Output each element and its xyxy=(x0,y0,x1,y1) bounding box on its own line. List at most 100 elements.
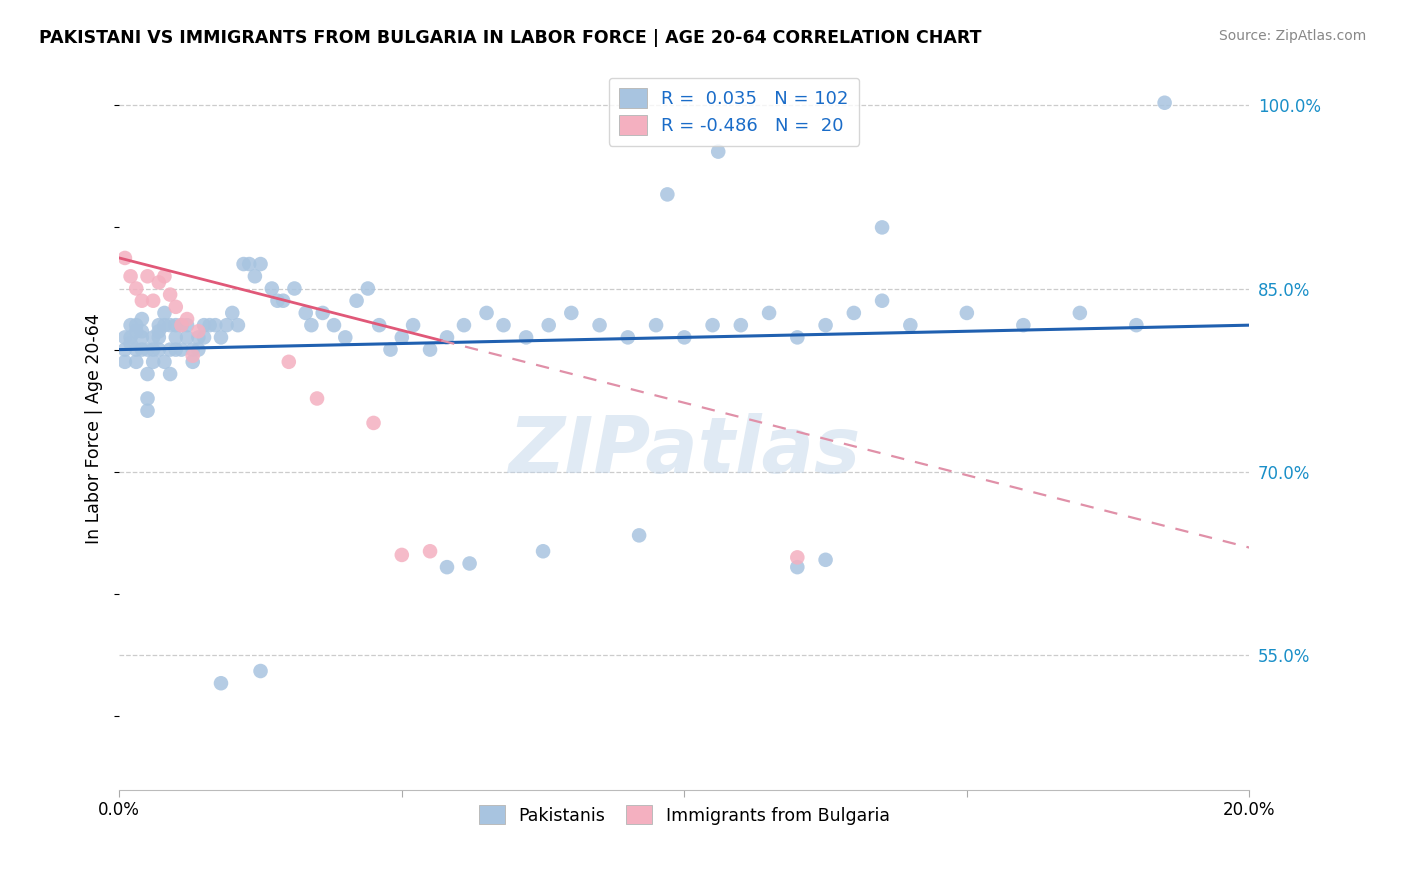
Point xyxy=(209,676,232,690)
Point xyxy=(531,544,554,558)
Point xyxy=(159,367,181,381)
Point xyxy=(125,318,148,333)
Point xyxy=(148,330,170,344)
Point xyxy=(277,355,299,369)
Point xyxy=(870,293,893,308)
Point xyxy=(1125,318,1147,333)
Text: PAKISTANI VS IMMIGRANTS FROM BULGARIA IN LABOR FORCE | AGE 20-64 CORRELATION CHA: PAKISTANI VS IMMIGRANTS FROM BULGARIA IN… xyxy=(39,29,981,46)
Legend: Pakistanis, Immigrants from Bulgaria: Pakistanis, Immigrants from Bulgaria xyxy=(468,795,900,835)
Point xyxy=(453,318,475,333)
Point xyxy=(786,560,808,574)
Text: Source: ZipAtlas.com: Source: ZipAtlas.com xyxy=(1219,29,1367,43)
Point xyxy=(136,392,159,406)
Point xyxy=(136,343,159,357)
Point xyxy=(260,281,283,295)
Point xyxy=(120,269,142,284)
Point xyxy=(560,306,582,320)
Point xyxy=(391,548,413,562)
Point xyxy=(814,553,837,567)
Point xyxy=(249,664,271,678)
Point xyxy=(283,281,305,295)
Point xyxy=(1069,306,1091,320)
Point xyxy=(187,324,209,338)
Point xyxy=(294,306,316,320)
Point xyxy=(617,330,640,344)
Point xyxy=(870,220,893,235)
Point xyxy=(702,318,724,333)
Point xyxy=(786,550,808,565)
Point xyxy=(243,269,266,284)
Point xyxy=(136,367,159,381)
Point xyxy=(402,318,425,333)
Point xyxy=(181,349,204,363)
Point xyxy=(786,330,808,344)
Point xyxy=(363,416,385,430)
Text: ZIPatlas: ZIPatlas xyxy=(508,413,860,489)
Point xyxy=(176,312,198,326)
Point xyxy=(368,318,391,333)
Point xyxy=(758,306,780,320)
Point xyxy=(142,343,165,357)
Point xyxy=(299,318,322,333)
Point xyxy=(458,557,481,571)
Point xyxy=(114,343,136,357)
Point xyxy=(305,392,328,406)
Point xyxy=(221,306,243,320)
Point xyxy=(131,312,153,326)
Point xyxy=(391,330,413,344)
Point xyxy=(170,318,193,333)
Point xyxy=(120,336,142,351)
Point xyxy=(165,300,187,314)
Point xyxy=(181,343,204,357)
Point xyxy=(120,318,142,333)
Point xyxy=(136,403,159,417)
Point xyxy=(730,318,752,333)
Point xyxy=(475,306,498,320)
Point xyxy=(193,330,215,344)
Point xyxy=(142,293,165,308)
Point xyxy=(271,293,294,308)
Point xyxy=(148,343,170,357)
Point xyxy=(204,318,226,333)
Point xyxy=(249,257,271,271)
Point xyxy=(1153,95,1175,110)
Point xyxy=(131,324,153,338)
Point xyxy=(346,293,368,308)
Point xyxy=(357,281,380,295)
Point xyxy=(153,355,176,369)
Point xyxy=(114,330,136,344)
Point xyxy=(537,318,560,333)
Point xyxy=(198,318,221,333)
Point xyxy=(492,318,515,333)
Point xyxy=(170,343,193,357)
Point xyxy=(165,330,187,344)
Point xyxy=(125,324,148,338)
Point xyxy=(176,318,198,333)
Point xyxy=(187,343,209,357)
Point xyxy=(153,306,176,320)
Point xyxy=(136,269,159,284)
Point xyxy=(335,330,357,344)
Point xyxy=(131,330,153,344)
Point xyxy=(125,355,148,369)
Point xyxy=(814,318,837,333)
Point xyxy=(312,306,335,320)
Point xyxy=(131,293,153,308)
Point xyxy=(125,343,148,357)
Point xyxy=(142,330,165,344)
Point xyxy=(898,318,921,333)
Point xyxy=(153,269,176,284)
Point xyxy=(515,330,537,344)
Point xyxy=(148,324,170,338)
Point xyxy=(380,343,402,357)
Point xyxy=(114,355,136,369)
Point xyxy=(238,257,260,271)
Point xyxy=(215,318,238,333)
Point xyxy=(159,318,181,333)
Point xyxy=(436,330,458,344)
Point xyxy=(232,257,254,271)
Point xyxy=(588,318,610,333)
Point xyxy=(165,343,187,357)
Point xyxy=(266,293,288,308)
Point xyxy=(842,306,865,320)
